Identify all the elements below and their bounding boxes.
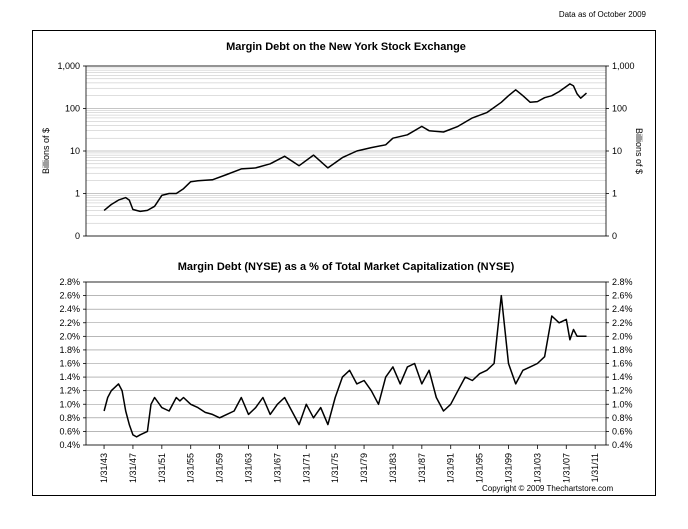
y-tick-label-right: 0.6% xyxy=(612,426,633,436)
y-tick-label-right: 1.4% xyxy=(612,372,633,382)
y-tick-label-left: 0 xyxy=(75,231,80,241)
plot-area xyxy=(85,65,607,237)
y-tick-label-right: 2.8% xyxy=(612,277,633,287)
y-tick-label-right: 100 xyxy=(612,104,627,114)
y-tick-label-right: 0.8% xyxy=(612,413,633,423)
y-tick-label-right: 1.0% xyxy=(612,399,633,409)
y-tick-label-left: 0.4% xyxy=(59,440,80,450)
y-tick-label-left: 100 xyxy=(65,104,80,114)
y-tick-label-left: 2.0% xyxy=(59,331,80,341)
x-tick-label: 1/31/51 xyxy=(157,453,167,483)
y-tick-label-right: 1.8% xyxy=(612,345,633,355)
y-tick-label-left: 2.2% xyxy=(59,318,80,328)
y-tick-label-left: 2.4% xyxy=(59,304,80,314)
y-tick-label-left: 2.6% xyxy=(59,291,80,301)
plot-area xyxy=(85,281,607,446)
margin-debt-percent-chart: Margin Debt (NYSE) as a % of Total Marke… xyxy=(59,261,632,483)
y-axis-label-right: Billions of $ xyxy=(634,128,644,174)
x-tick-label: 1/31/03 xyxy=(532,453,542,483)
copyright-note: Copyright © 2009 Thechartstore.com xyxy=(482,484,614,493)
x-tick-label: 1/31/99 xyxy=(504,453,514,483)
x-tick-label: 1/31/63 xyxy=(244,453,254,483)
y-tick-label-left: 1.0% xyxy=(59,399,80,409)
y-tick-label-left: 1 xyxy=(75,189,80,199)
y-tick-label-right: 0 xyxy=(612,231,617,241)
y-tick-label-left: 1.8% xyxy=(59,345,80,355)
y-axis-label-left: Billions of $ xyxy=(41,128,51,174)
y-tick-label-left: 1.4% xyxy=(59,372,80,382)
x-tick-label: 1/31/75 xyxy=(330,453,340,483)
chart-frame xyxy=(32,30,656,496)
y-tick-label-left: 0.8% xyxy=(59,413,80,423)
y-tick-label-right: 0.4% xyxy=(612,440,633,450)
x-tick-label: 1/31/47 xyxy=(128,453,138,483)
x-tick-label: 1/31/95 xyxy=(475,453,485,483)
x-tick-label: 1/31/67 xyxy=(272,453,282,483)
y-tick-label-left: 2.8% xyxy=(59,277,80,287)
y-tick-label-right: 10 xyxy=(612,146,622,156)
y-tick-label-left: 0.6% xyxy=(59,426,80,436)
y-tick-label-left: 1.6% xyxy=(59,359,80,369)
y-tick-label-right: 1,000 xyxy=(612,61,635,71)
x-tick-label: 1/31/07 xyxy=(561,453,571,483)
x-tick-label: 1/31/91 xyxy=(446,453,456,483)
series-line xyxy=(103,294,587,438)
series-line xyxy=(103,83,587,213)
data-as-of-note: Data as of October 2009 xyxy=(558,10,646,19)
x-tick-label: 1/31/55 xyxy=(186,453,196,483)
margin-debt-chart: Margin Debt on the New York Stock Exchan… xyxy=(41,41,644,241)
y-tick-label-right: 1.2% xyxy=(612,386,633,396)
x-tick-label: 1/31/87 xyxy=(417,453,427,483)
y-tick-label-left: 1,000 xyxy=(57,61,80,71)
y-tick-label-right: 1 xyxy=(612,189,617,199)
x-tick-label: 1/31/83 xyxy=(388,453,398,483)
y-tick-label-left: 10 xyxy=(70,146,80,156)
y-tick-label-right: 2.4% xyxy=(612,304,633,314)
x-tick-label: 1/31/79 xyxy=(359,453,369,483)
y-tick-label-right: 1.6% xyxy=(612,359,633,369)
chart-title: Margin Debt (NYSE) as a % of Total Marke… xyxy=(178,261,515,273)
chart-title: Margin Debt on the New York Stock Exchan… xyxy=(226,41,466,53)
y-tick-label-right: 2.6% xyxy=(612,291,633,301)
x-tick-label: 1/31/59 xyxy=(215,453,225,483)
x-tick-label: 1/31/11 xyxy=(590,453,600,482)
x-tick-label: 1/31/43 xyxy=(99,453,109,483)
y-tick-label-right: 2.0% xyxy=(612,331,633,341)
x-tick-label: 1/31/71 xyxy=(301,453,311,483)
y-tick-label-left: 1.2% xyxy=(59,386,80,396)
y-tick-label-right: 2.2% xyxy=(612,318,633,328)
